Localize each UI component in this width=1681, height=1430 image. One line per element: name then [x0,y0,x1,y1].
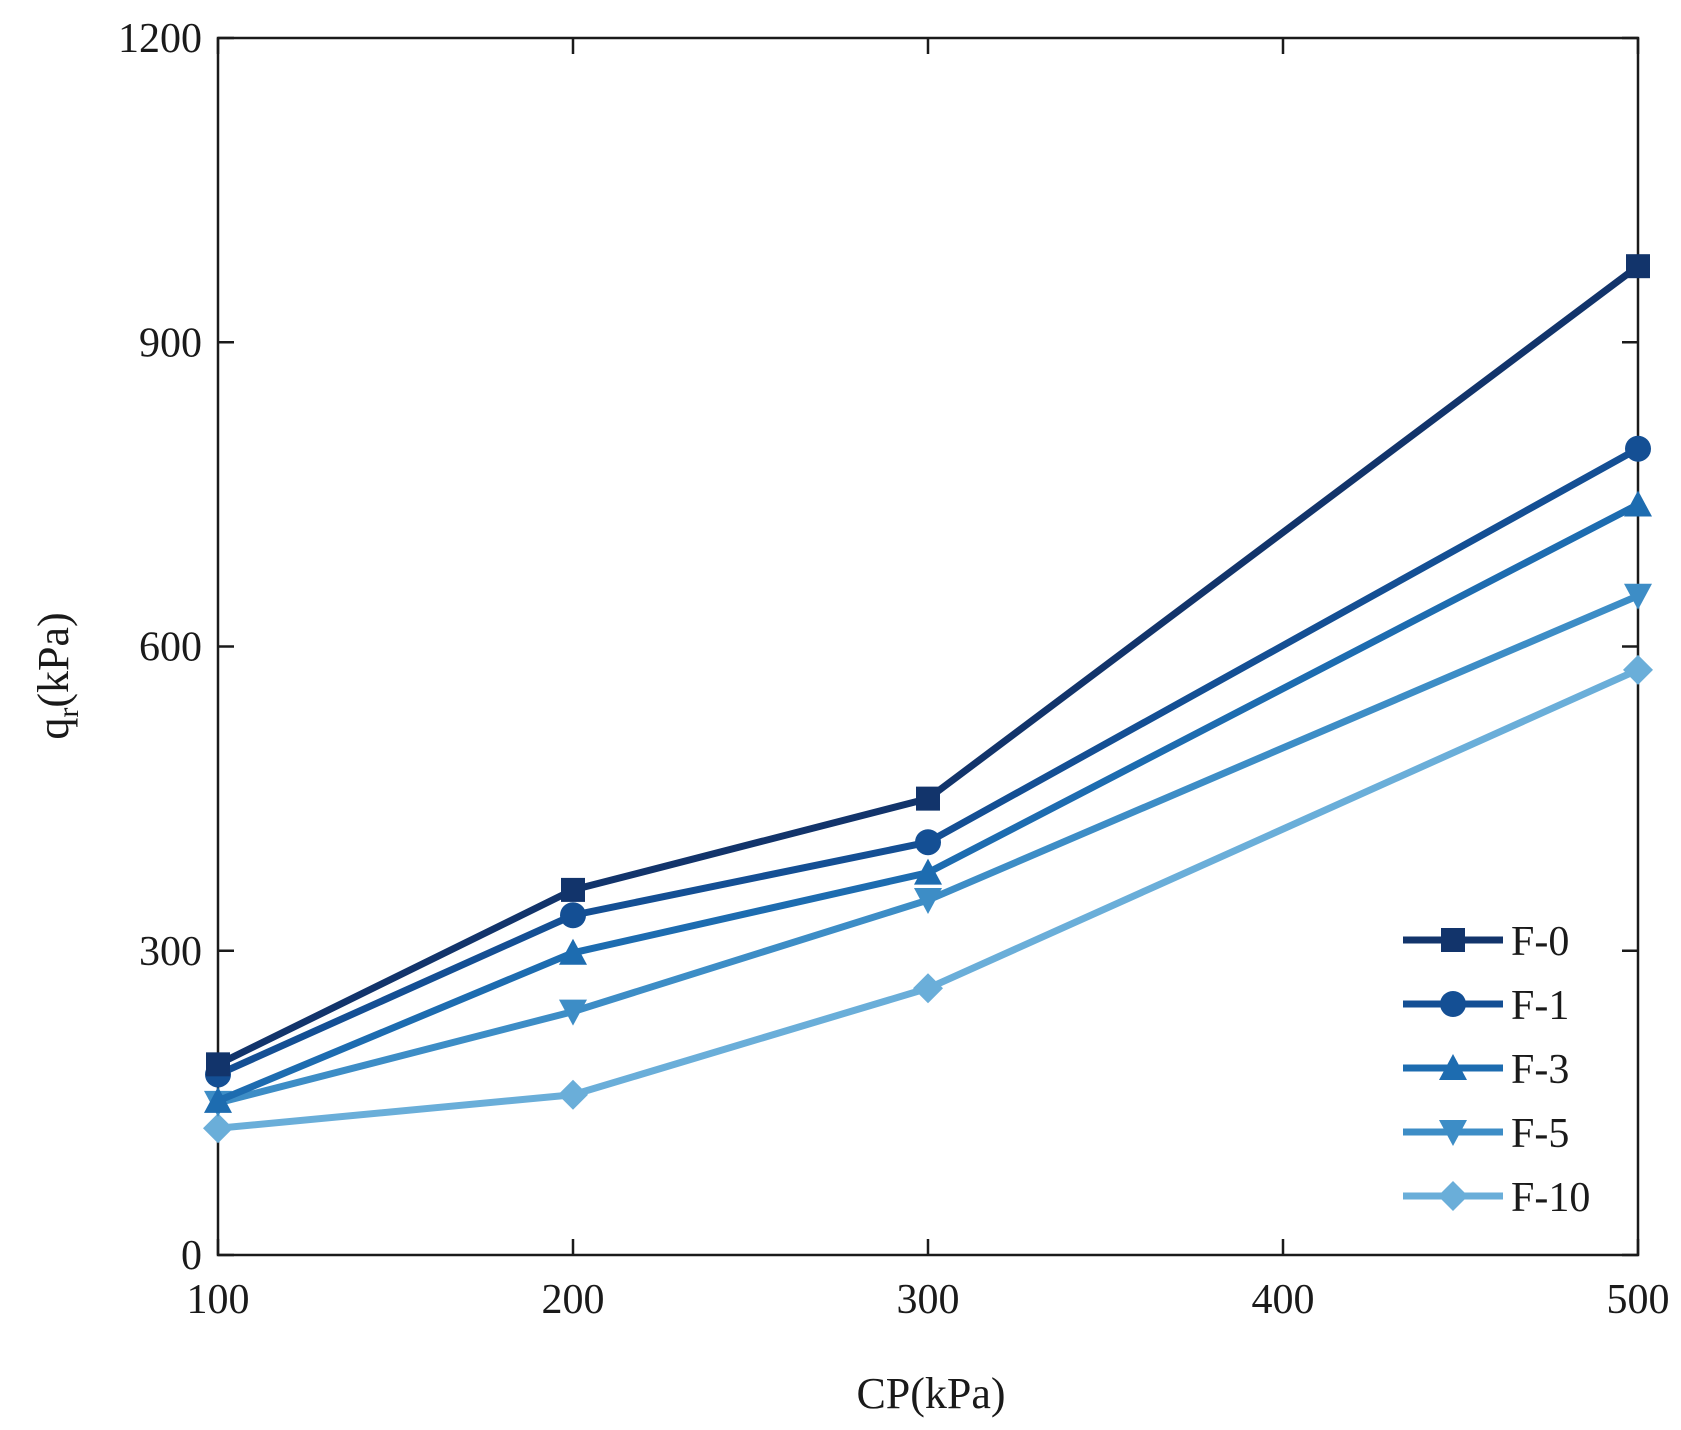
data-point [560,902,586,929]
series-F-0 [206,254,1650,1077]
legend-label: F-1 [1511,983,1569,1029]
legend-marker [1441,928,1465,952]
legend-item: F-1 [1403,983,1569,1029]
x-axis-title: CP(kPa) [856,1369,1005,1418]
series-line [216,501,1640,1105]
series-F-3 [204,490,1652,1113]
legend-marker [1440,991,1466,1017]
axes: 100 200 300 400 500 0 300 600 900 1200 [118,16,1670,1323]
data-point [914,888,942,915]
legend-label: F-10 [1511,1175,1590,1221]
data-point [204,1086,232,1113]
legend-item: F-0 [1403,919,1569,965]
x-tick-label: 400 [1252,1277,1315,1323]
series-line [217,666,1640,1132]
y-tick-label: 0 [181,1233,202,1279]
data-point [914,858,942,885]
legend-marker [1439,1054,1467,1080]
y-tick-label: 300 [139,929,202,975]
y-axis-title-main: q [29,718,78,740]
data-point [1623,654,1653,685]
x-tick-label: 200 [542,1277,605,1323]
x-tick-label: 100 [187,1277,250,1323]
data-point [558,1079,588,1110]
legend-item: F-3 [1403,1047,1569,1093]
legend-label: F-3 [1511,1047,1569,1093]
data-point [559,938,587,965]
data-point [915,829,941,856]
data-point [561,877,585,902]
x-tick-label: 300 [897,1277,960,1323]
data-point [206,1052,230,1077]
y-axis-title: qr(kPa) [29,612,85,739]
legend-marker [1438,1181,1468,1211]
legend-item: F-5 [1403,1111,1569,1157]
y-tick-label: 900 [139,320,202,366]
legend-marker [1439,1120,1467,1146]
series-line [216,263,1641,1068]
data-point [1626,254,1650,279]
legend-item: F-10 [1403,1175,1590,1221]
y-tick-label: 600 [139,625,202,671]
data-point [1624,490,1652,517]
data-point [203,1113,233,1144]
series-F-10 [203,654,1653,1144]
series-line [216,445,1640,1078]
y-axis-title-unit: (kPa) [29,612,78,707]
legend-label: F-5 [1511,1111,1569,1157]
data-point [559,999,587,1026]
data-point [1625,435,1651,462]
series-line [217,592,1640,1107]
legend: F-0 F-1 F-3 F-5 F-10 [1403,919,1590,1221]
series-layer [203,254,1653,1144]
data-point [913,973,943,1004]
y-tick-label: 1200 [118,16,202,62]
plot-frame [216,36,1640,1257]
data-point [1624,583,1652,610]
legend-label: F-0 [1511,919,1569,965]
x-tick-label: 500 [1607,1277,1670,1323]
data-point [916,786,940,811]
y-axis-title-sub: r [52,708,85,718]
